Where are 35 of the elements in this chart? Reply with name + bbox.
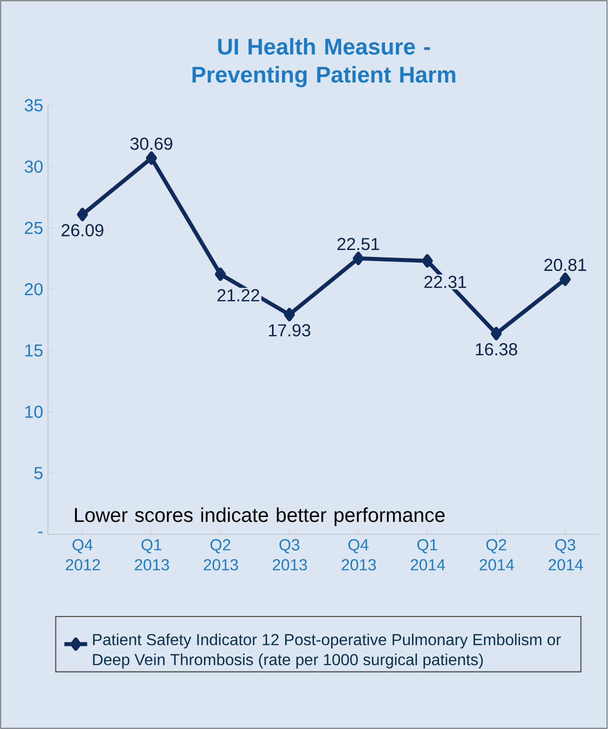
x-tick-label: Q2 2013 [204, 539, 238, 570]
data-label: 20.81 [544, 258, 586, 272]
point [215, 268, 226, 281]
y-tick-label: 5 [34, 467, 43, 480]
y-tick-label: 20 [25, 283, 43, 296]
legend-label: Patient Safety Indicator 12 Post-operative Pulmonary Embolism or Deep Vein Thrombosis (rate per 1000 surgical patients) [93, 634, 561, 668]
y-tick-label: 15 [25, 344, 43, 357]
point [146, 151, 158, 165]
data-label: 16.38 [476, 343, 518, 356]
point [284, 308, 295, 322]
data-label: 22.51 [338, 238, 380, 250]
y-tick-label: 30 [24, 160, 43, 173]
point [422, 254, 433, 268]
x-tick-label: Q2 2014 [480, 539, 514, 570]
point [490, 326, 502, 340]
data-label: 26.09 [62, 224, 104, 236]
y-tick-label: 25 [25, 222, 43, 234]
x-tick-label: Q4 2012 [66, 539, 100, 570]
y-tick-label: 35 [24, 99, 43, 112]
x-tick-label: Q3 2013 [272, 539, 308, 570]
x-tick-label: Q4 2013 [342, 539, 376, 570]
chart-title: UI Health Measure - Preventing Patient Harm [192, 38, 456, 88]
data-label: 17.93 [269, 324, 310, 336]
data-label: 21.22 [218, 289, 260, 302]
data-label: 30.69 [130, 138, 172, 150]
point [77, 208, 88, 222]
x-tick-label: Q1 2014 [410, 539, 446, 570]
point [560, 272, 571, 286]
y-tick-label: 10 [25, 406, 43, 418]
point [352, 252, 364, 266]
x-tick-label: Q1 2013 [135, 539, 170, 570]
annotation: Lower scores indicate better performance [75, 507, 445, 526]
y-tick-label: - [38, 532, 43, 534]
data-label: 22.31 [424, 276, 466, 288]
x-tick-label: Q3 2014 [548, 539, 584, 570]
